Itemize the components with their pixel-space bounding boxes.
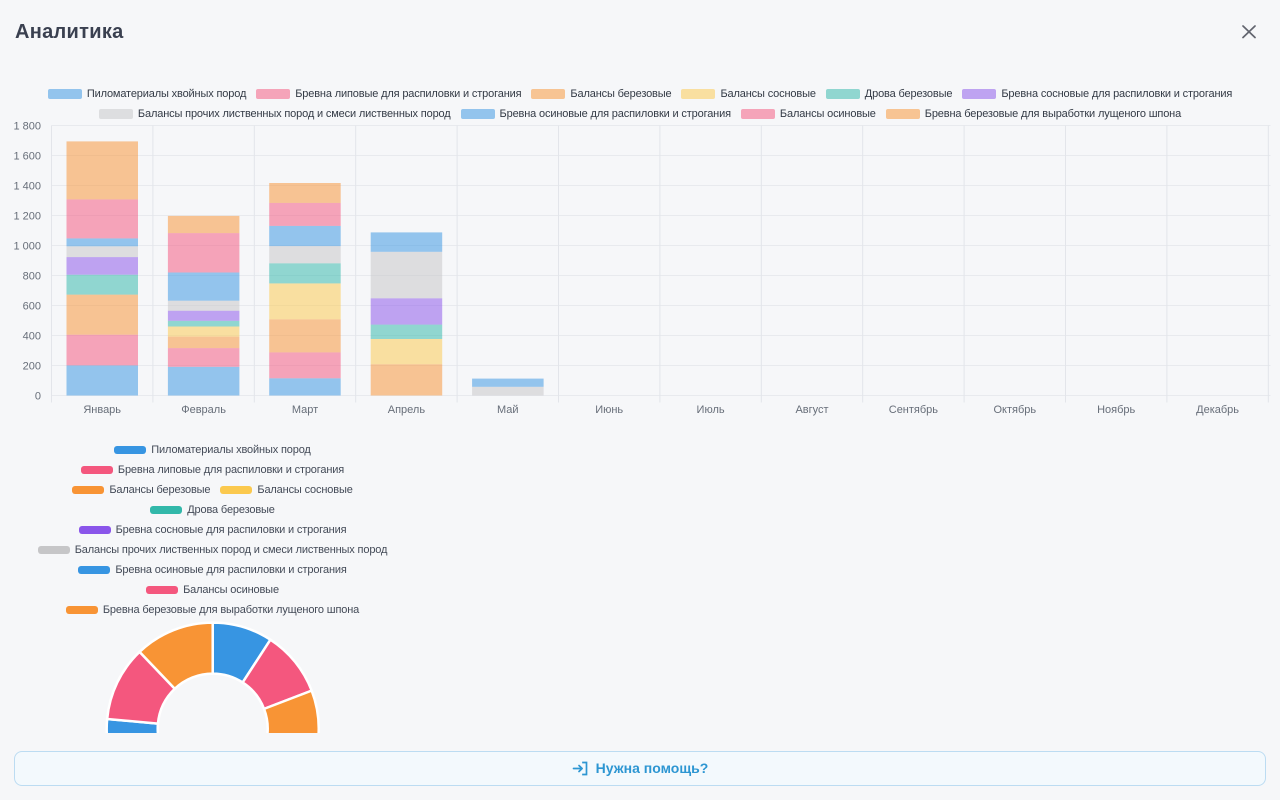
svg-text:Октябрь: Октябрь [993, 404, 1036, 416]
svg-text:Декабрь: Декабрь [1196, 404, 1239, 416]
svg-text:Февраль: Февраль [181, 404, 226, 416]
svg-text:1 000: 1 000 [13, 241, 41, 253]
svg-text:1 600: 1 600 [13, 151, 41, 163]
svg-text:Июль: Июль [697, 404, 725, 416]
svg-text:Август: Август [795, 404, 828, 416]
svg-text:0: 0 [35, 391, 41, 403]
svg-text:400: 400 [23, 331, 41, 343]
svg-text:Апрель: Апрель [388, 404, 426, 416]
svg-text:Март: Март [292, 404, 318, 416]
svg-text:1 800: 1 800 [13, 121, 41, 133]
svg-text:Июнь: Июнь [595, 404, 623, 416]
svg-text:600: 600 [23, 301, 41, 313]
svg-text:Ноябрь: Ноябрь [1097, 404, 1135, 416]
svg-text:Май: Май [497, 404, 519, 416]
svg-text:1 200: 1 200 [13, 211, 41, 223]
svg-text:Январь: Январь [83, 404, 121, 416]
svg-text:1 400: 1 400 [13, 181, 41, 193]
svg-text:Сентябрь: Сентябрь [889, 404, 939, 416]
svg-text:800: 800 [23, 271, 41, 283]
svg-text:200: 200 [23, 361, 41, 373]
